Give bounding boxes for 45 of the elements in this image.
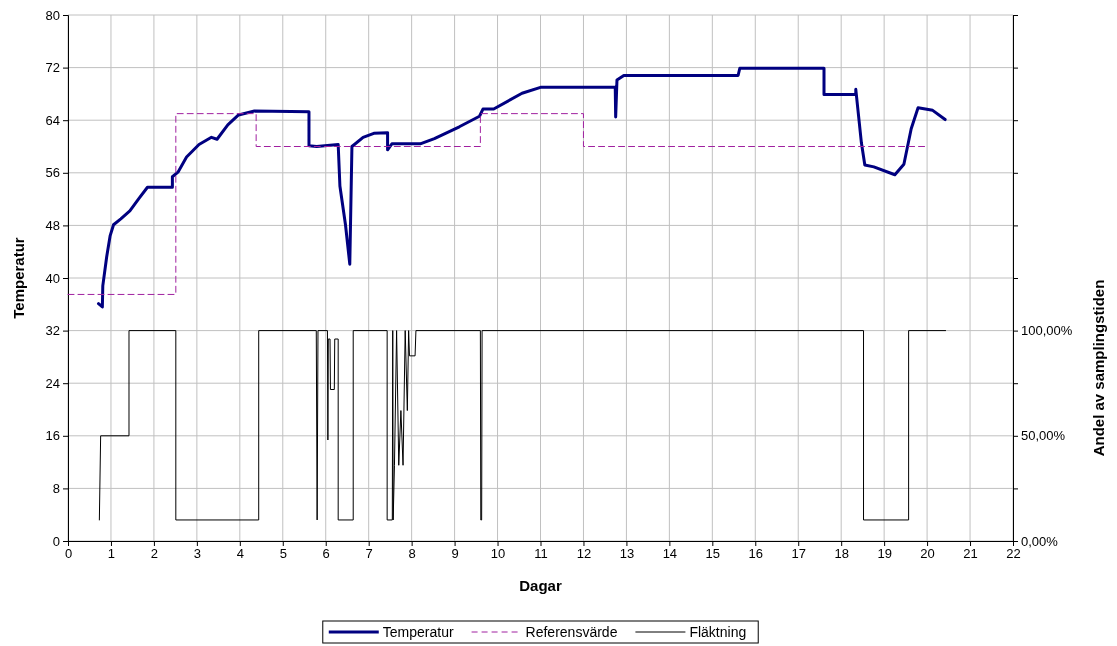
y-tick-label: 48 xyxy=(45,218,60,234)
y-axis-title: Temperatur xyxy=(10,237,27,319)
y2-tick-label: 100,00% xyxy=(1021,323,1073,339)
x-tick-label: 8 xyxy=(408,546,416,562)
x-tick-label: 7 xyxy=(365,546,373,562)
y-tick-label: 80 xyxy=(45,7,60,23)
legend-label: Referensvärde xyxy=(525,624,618,640)
x-tick-label: 13 xyxy=(619,546,635,562)
y2-tick-label: 50,00% xyxy=(1021,428,1066,444)
x-tick-label: 10 xyxy=(490,546,506,562)
x-tick-label: 2 xyxy=(150,546,159,562)
x-tick-label: 5 xyxy=(279,546,287,562)
y2-tick-label: 0,00% xyxy=(1021,533,1059,549)
x-tick-label: 16 xyxy=(748,546,764,562)
x-tick-label: 11 xyxy=(534,546,548,562)
legend-label: Fläktning xyxy=(689,624,747,640)
x-tick-label: 4 xyxy=(236,546,244,562)
y-tick-label: 72 xyxy=(45,60,60,76)
x-tick-label: 20 xyxy=(920,546,935,562)
x-tick-label: 18 xyxy=(834,546,849,562)
x-tick-label: 22 xyxy=(1006,546,1021,562)
x-tick-label: 14 xyxy=(662,546,678,562)
y-tick-label: 64 xyxy=(45,112,60,128)
y-tick-label: 32 xyxy=(45,323,60,339)
x-tick-label: 12 xyxy=(576,546,592,562)
x-tick-label: 3 xyxy=(193,546,201,562)
y-tick-label: 8 xyxy=(52,481,60,497)
line-series xyxy=(97,66,947,309)
x-tick-label: 19 xyxy=(877,546,892,562)
x-tick-label: 1 xyxy=(107,546,116,562)
x-tick-label: 9 xyxy=(451,546,459,562)
x-tick-label: 17 xyxy=(791,546,806,562)
x-tick-label: 6 xyxy=(322,546,330,562)
y-tick-label: 56 xyxy=(45,165,60,181)
x-tick-label: 15 xyxy=(705,546,721,562)
y-tick-label: 16 xyxy=(45,428,60,444)
x-tick-label: 0 xyxy=(64,546,73,562)
legend-label: Temperatur xyxy=(382,624,454,640)
y-tick-label: 24 xyxy=(45,375,60,391)
line-series xyxy=(98,330,947,521)
y-tick-label: 40 xyxy=(45,270,60,286)
x-tick-label: 21 xyxy=(963,546,978,562)
y-tick-label: 0 xyxy=(52,533,60,549)
x-axis-title: Dagar xyxy=(519,577,562,594)
y2-axis-title: Andel av samplingstiden xyxy=(1090,279,1107,457)
